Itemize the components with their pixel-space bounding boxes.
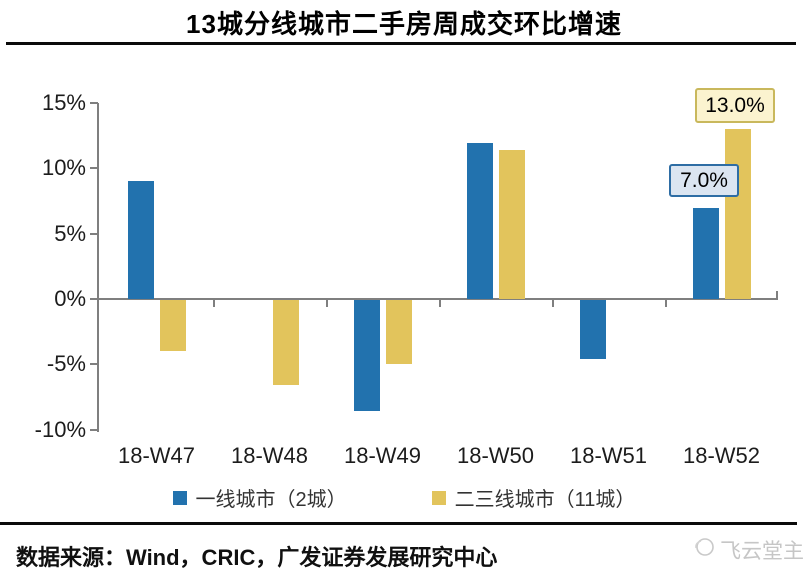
y-tick-label: 15%: [41, 89, 86, 115]
bar-s0-18-W49: [353, 300, 380, 412]
bar-s1-18-W49: [385, 300, 412, 365]
x-tick: [213, 300, 215, 307]
y-tick: [90, 232, 98, 235]
watermark: 飞云堂主: [691, 534, 804, 566]
chart-title: 13城分线城市二手房周成交环比增速: [186, 9, 622, 39]
x-tick: [439, 300, 441, 307]
x-tick: [552, 300, 554, 307]
x-tick-label-18-W52: 18-W52: [682, 443, 761, 468]
x-tick: [326, 300, 328, 307]
footer-divider: [0, 522, 797, 525]
y-tick-label: 5%: [54, 220, 86, 246]
legend-swatch-blue: [172, 490, 187, 505]
bar-s1-18-W52: [724, 129, 751, 299]
y-tick: [90, 298, 98, 300]
bar-s1-18-W47: [159, 300, 186, 351]
legend-label-tier23: 二三线城市（11城）: [454, 489, 636, 511]
title-divider: [6, 42, 796, 45]
x-tick-label-18-W50: 18-W50: [456, 443, 535, 468]
data-source-text: 数据来源：Wind，CRIC，广发证券发展研究中心: [16, 545, 498, 570]
bar-s0-18-W52: [692, 207, 719, 299]
x-tick-label-18-W48: 18-W48: [230, 443, 309, 468]
x-tick-label-18-W47: 18-W47: [117, 443, 196, 468]
x-tick: [665, 300, 667, 307]
bar-s1-18-W50: [498, 150, 525, 299]
legend: 一线城市（2城） 二三线城市（11城）: [0, 483, 808, 512]
legend-swatch-yellow: [431, 490, 446, 505]
bar-s0-18-W50: [466, 143, 493, 299]
y-tick: [90, 101, 98, 104]
y-tick-label: 10%: [41, 155, 86, 181]
watermark-text: 飞云堂主: [720, 540, 804, 563]
y-tick-label: 0%: [54, 286, 86, 311]
bar-s1-18-W48: [272, 300, 299, 385]
data-label-tier23-18-W52: 13.0%: [695, 88, 775, 123]
y-axis-line: [97, 103, 99, 432]
data-label-tier1-18-W52: 7.0%: [669, 164, 739, 197]
y-tick-label: -5%: [46, 351, 86, 377]
bar-s0-18-W51: [579, 300, 606, 359]
x-axis-end-tick: [776, 291, 778, 299]
legend-item-tier23: 二三线城市（11城）: [431, 483, 636, 512]
y-tick: [90, 363, 98, 366]
y-tick-label: -10%: [34, 416, 86, 442]
watermark-logo-icon: [691, 534, 717, 566]
legend-item-tier1: 一线城市（2城）: [172, 483, 347, 512]
x-tick-label-18-W51: 18-W51: [569, 443, 648, 468]
y-tick: [90, 167, 98, 170]
y-tick: [90, 428, 98, 431]
x-tick-label-18-W49: 18-W49: [343, 443, 422, 468]
bar-s0-18-W47: [127, 181, 154, 299]
legend-label-tier1: 一线城市（2城）: [195, 489, 347, 511]
x-axis-line: [97, 298, 778, 300]
